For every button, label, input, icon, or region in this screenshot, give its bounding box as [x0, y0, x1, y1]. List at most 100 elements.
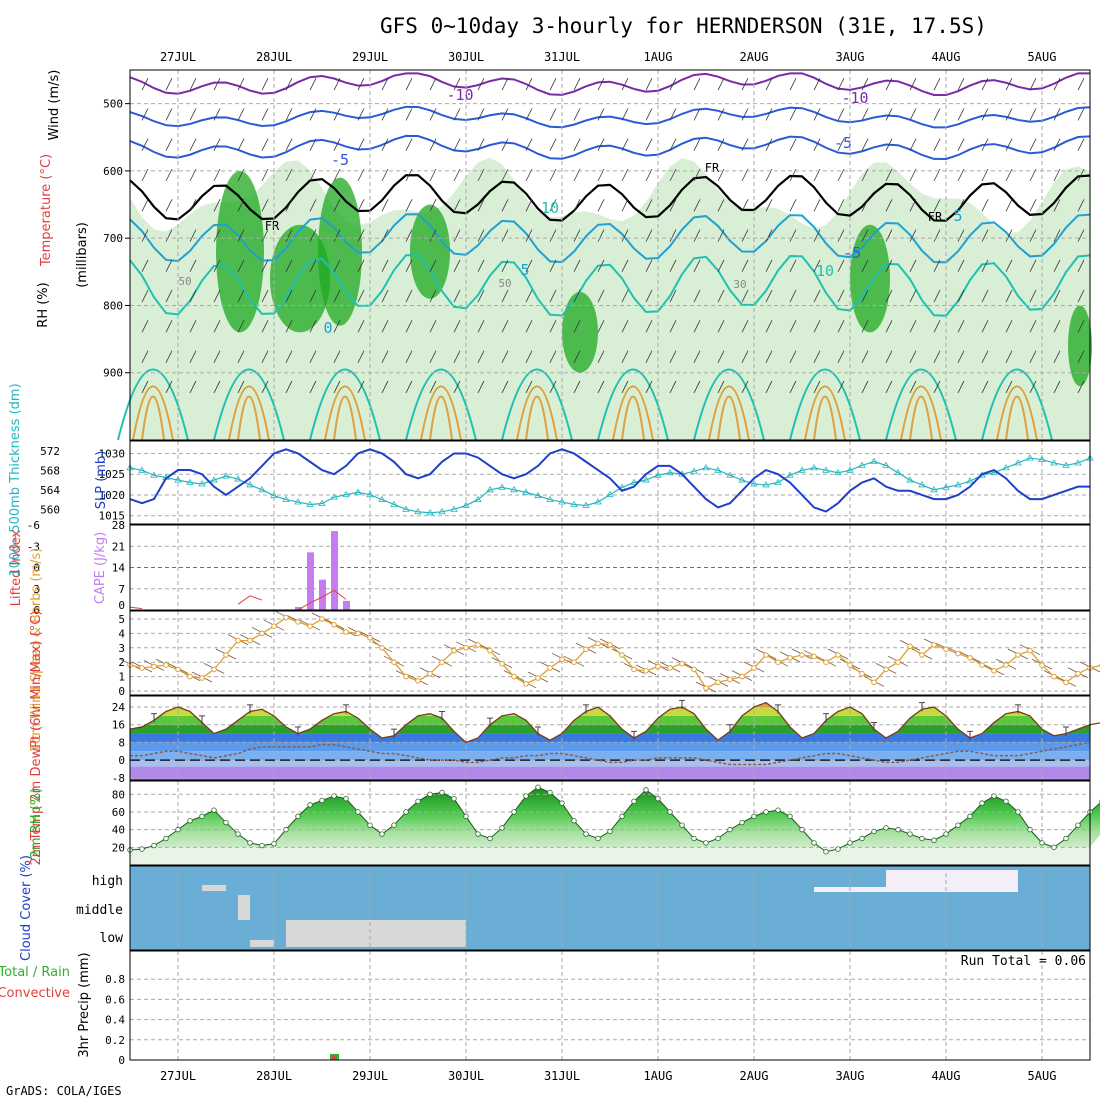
rh-point: [667, 809, 673, 815]
wind-barb: [213, 229, 221, 242]
cape-bar: [319, 579, 326, 610]
temp-band: [130, 751, 1090, 761]
date-label: 5AUG: [1028, 50, 1057, 64]
wind-speed-point: [811, 653, 817, 660]
thickness-point: [498, 483, 506, 490]
wind-barb: [405, 199, 413, 212]
rh-point: [295, 813, 301, 820]
wind-barb: [669, 78, 677, 91]
wind-barb: [957, 138, 965, 151]
temp-contour-minus5: [129, 134, 1091, 160]
upper-air-panel: -10 -10 -5 -5 -5 FR FR FR 0 5 5 10 10 50 50 30 500 600 700…: [36, 69, 1092, 441]
wind-barb: [909, 320, 917, 333]
wind-barb: [285, 380, 293, 394]
date-label: 29JUL: [352, 1069, 388, 1083]
slp-tick: 1020: [99, 489, 126, 502]
wind-barb: [765, 229, 773, 242]
date-label: 3AUG: [836, 1069, 865, 1083]
wind-barb: [717, 320, 725, 333]
wind-barb: [957, 350, 965, 363]
slp-line: [129, 448, 1090, 513]
wind-barb: [933, 320, 941, 333]
wind-barb: [261, 199, 269, 212]
wind-speed-point: [943, 646, 949, 653]
thickness-point: [462, 501, 470, 508]
footer-credit: GrADS: COLA/IGES: [6, 1084, 122, 1098]
temp-band: [130, 742, 1090, 752]
wind-barb: [621, 380, 629, 394]
wind-barb: [981, 78, 989, 91]
wind-barb: [165, 289, 173, 303]
contour-label: FR: [265, 219, 280, 233]
rh-point: [787, 813, 793, 820]
thickness-point: [222, 472, 230, 479]
wind-barb: [525, 320, 533, 333]
precip-panel: 0 0.2 0.4 0.6 0.8 Run Total = 0.06 3hr Precip …: [0, 950, 1091, 1067]
wind-barb: [741, 229, 749, 242]
rh-point: [247, 840, 253, 846]
wind-barb: [357, 289, 365, 303]
wind-barb: [405, 229, 413, 242]
wind-barb: [813, 380, 821, 394]
thickness-point: [930, 486, 938, 493]
temp-tick: 0: [118, 754, 125, 767]
wind-barb: [357, 78, 365, 91]
wind-barb: [501, 199, 509, 212]
rh-point: [679, 822, 685, 828]
thickness-label: 1000~500mb Thickness (dm): [8, 383, 23, 576]
wind-barb: [381, 78, 389, 91]
contour-label: 0: [323, 319, 332, 337]
cape-tick: 28: [112, 519, 125, 532]
wind-barb: [621, 350, 629, 363]
wind-barb: [165, 108, 173, 121]
wind-barb: [717, 380, 725, 394]
wind-speed-point: [355, 630, 361, 637]
thickness-tick: 568: [40, 464, 60, 477]
contour-label: 30: [733, 278, 746, 291]
wind-barb: [693, 108, 701, 121]
wind-barb: [333, 380, 341, 394]
temp-band: [130, 724, 1090, 734]
date-label: 30JUL: [448, 50, 484, 64]
rh-point: [379, 831, 385, 837]
wind-barb: [429, 380, 437, 394]
wind-barb: [477, 229, 485, 242]
temperature-label: Temperature (°C): [39, 154, 54, 267]
rh-point: [883, 825, 889, 831]
wind-speed-point: [187, 673, 193, 680]
wind-barb: [1005, 259, 1013, 272]
wind-barb: [1077, 350, 1085, 363]
wind-barb: [213, 380, 221, 394]
wind-barb: [813, 350, 821, 363]
wind-barb: [861, 78, 869, 91]
wind-barb: [1053, 108, 1061, 121]
temp-contour-arch: [885, 368, 957, 441]
thickness-point: [630, 478, 638, 485]
wind-barb: [1005, 380, 1013, 394]
wind-speed-point: [679, 660, 685, 667]
rh-area: [130, 787, 1100, 852]
wind-barb: [933, 259, 941, 272]
wind-barb: [333, 138, 341, 151]
wind-barb: [693, 320, 701, 333]
slp-tick: 1015: [99, 510, 126, 523]
wind-barb: [1005, 320, 1013, 333]
wind-barb: [1053, 350, 1061, 363]
date-label: 1AUG: [644, 50, 673, 64]
panel-frame: [129, 950, 1091, 1061]
wind-speed-point: [931, 642, 937, 648]
wind-barb: [213, 320, 221, 333]
wind-barb: [669, 199, 677, 212]
wind-speed-point: [859, 670, 865, 677]
wind-barb: [669, 350, 677, 363]
wind-barb: [573, 78, 581, 91]
li-tick: 0: [33, 562, 40, 575]
cape-bar: [295, 606, 302, 610]
thickness-point: [714, 466, 722, 473]
wind-barb: [813, 138, 821, 151]
wind-barb: [837, 259, 845, 272]
thickness-point: [738, 476, 746, 483]
wind-barb: [765, 259, 773, 272]
wind-barb: [477, 78, 485, 91]
